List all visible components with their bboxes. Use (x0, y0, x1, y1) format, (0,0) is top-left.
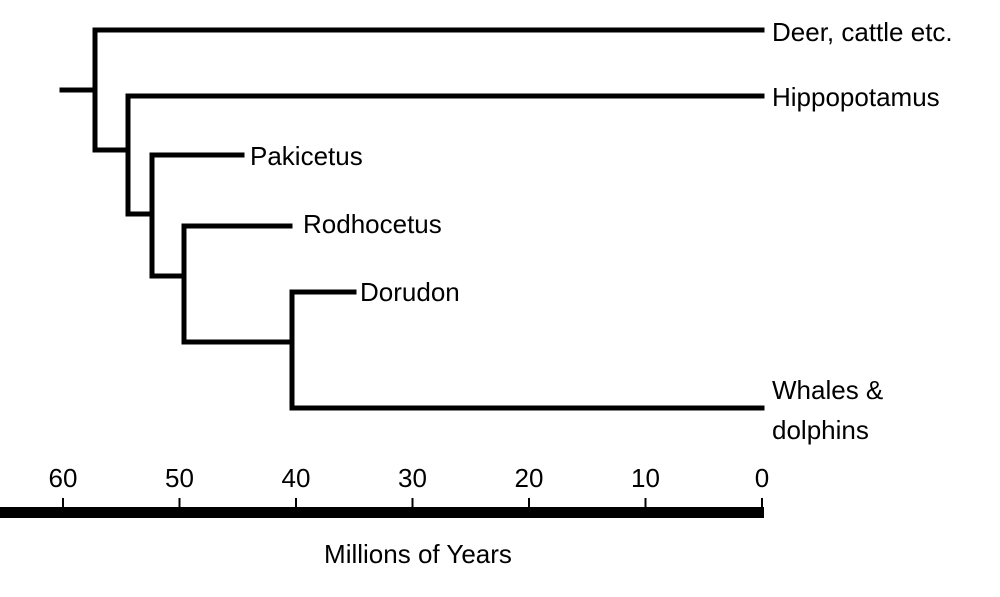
taxon-label: Dorudon (360, 277, 460, 307)
tick-label: 60 (49, 463, 78, 493)
branch (181, 289, 765, 411)
taxon-label: Hippopotamus (772, 82, 940, 112)
taxon-label: Deer, cattle etc. (772, 17, 953, 47)
tick-label: 50 (165, 463, 194, 493)
branch (125, 152, 245, 279)
taxon-label: Whales & (772, 375, 883, 405)
tick-label: 10 (631, 463, 660, 493)
branch (92, 93, 765, 217)
taxon-label: dolphins (772, 415, 869, 445)
tick-label: 30 (398, 463, 427, 493)
tick-label: 0 (755, 463, 769, 493)
axis-title: Millions of Years (324, 539, 512, 569)
taxon-label: Pakicetus (250, 141, 363, 171)
branch (149, 223, 293, 345)
taxon-label: Rodhocetus (303, 209, 442, 239)
branch (59, 27, 765, 153)
tick-label: 20 (515, 463, 544, 493)
time-axis (0, 507, 764, 518)
tick-label: 40 (282, 463, 311, 493)
tree (59, 27, 765, 411)
